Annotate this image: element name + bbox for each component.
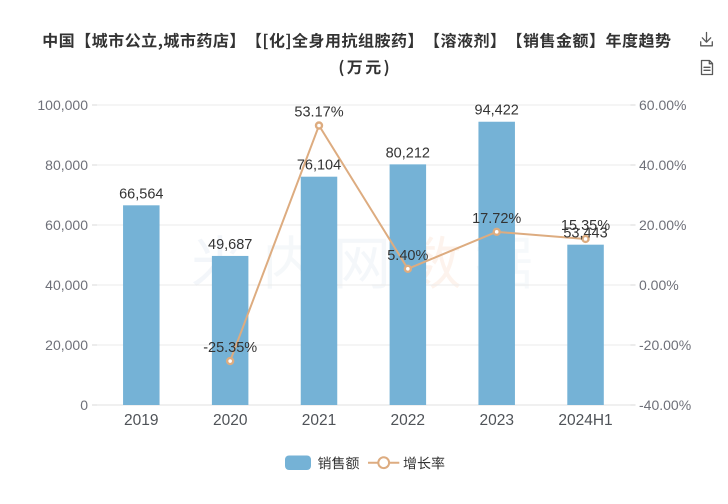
svg-text:2023: 2023 bbox=[479, 412, 513, 429]
svg-text:15.35%: 15.35% bbox=[561, 218, 610, 234]
svg-text:0: 0 bbox=[80, 397, 88, 413]
svg-text:2020: 2020 bbox=[213, 412, 248, 429]
svg-text:20.00%: 20.00% bbox=[639, 217, 686, 233]
svg-text:53.17%: 53.17% bbox=[294, 105, 343, 121]
svg-text:94,422: 94,422 bbox=[475, 103, 519, 119]
svg-text:2024H1: 2024H1 bbox=[558, 412, 612, 429]
svg-text:53,443: 53,443 bbox=[563, 226, 607, 242]
svg-text:49,687: 49,687 bbox=[208, 237, 252, 253]
svg-text:100,000: 100,000 bbox=[37, 97, 88, 113]
svg-text:2019: 2019 bbox=[124, 412, 158, 429]
svg-text:-25.35%: -25.35% bbox=[203, 340, 257, 356]
svg-text:60,000: 60,000 bbox=[45, 217, 88, 233]
svg-text:5.40%: 5.40% bbox=[387, 248, 428, 264]
svg-text:17.72%: 17.72% bbox=[472, 211, 521, 227]
svg-text:80,000: 80,000 bbox=[45, 157, 88, 173]
svg-text:76,104: 76,104 bbox=[297, 158, 341, 174]
svg-text:20,000: 20,000 bbox=[45, 337, 88, 353]
svg-text:40,000: 40,000 bbox=[45, 277, 88, 293]
svg-text:60.00%: 60.00% bbox=[639, 97, 686, 113]
svg-text:40.00%: 40.00% bbox=[639, 157, 686, 173]
svg-text:-20.00%: -20.00% bbox=[639, 337, 691, 353]
svg-text:2021: 2021 bbox=[302, 412, 336, 429]
svg-text:-40.00%: -40.00% bbox=[639, 397, 691, 413]
svg-text:2022: 2022 bbox=[391, 412, 425, 429]
svg-text:80,212: 80,212 bbox=[386, 145, 430, 161]
svg-text:0.00%: 0.00% bbox=[639, 277, 679, 293]
svg-text:66,564: 66,564 bbox=[119, 186, 163, 202]
